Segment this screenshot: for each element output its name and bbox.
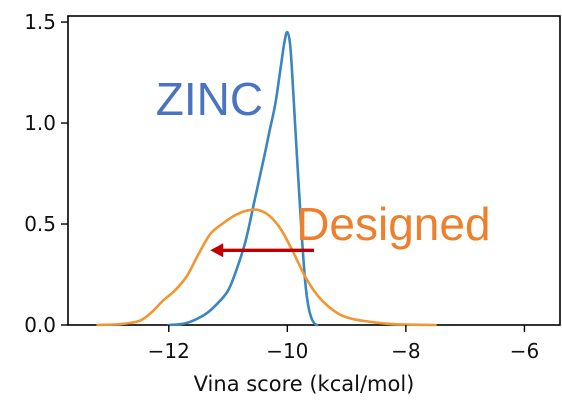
series-line-1	[167, 30, 319, 327]
y-tick-label: 0.0	[24, 313, 56, 337]
y-tick-label: 0.5	[24, 212, 56, 236]
annotations: ZINC Designed	[156, 73, 491, 258]
series-line-2	[96, 208, 437, 327]
x-ticks: −12 −10 −8 −6	[148, 325, 539, 363]
plot-frame	[67, 15, 561, 326]
series-layer	[96, 30, 437, 327]
x-tick-label: −10	[266, 339, 308, 363]
x-tick-label: −6	[510, 339, 539, 363]
x-tick-label: −8	[391, 339, 420, 363]
designed-annotation: Designed	[296, 198, 490, 250]
x-axis-label: Vina score (kcal/mol)	[194, 372, 415, 396]
plot-area: −12 −10 −8 −6 0.0 0.5 1.0 1.5 ZINC Designed	[24, 10, 561, 363]
y-tick-label: 1.0	[24, 111, 56, 135]
y-tick-label: 1.5	[24, 10, 56, 34]
x-tick-label: −12	[148, 339, 190, 363]
y-ticks: 0.0 0.5 1.0 1.5	[24, 10, 68, 337]
zinc-annotation: ZINC	[156, 73, 263, 125]
arrow-head	[210, 243, 224, 258]
